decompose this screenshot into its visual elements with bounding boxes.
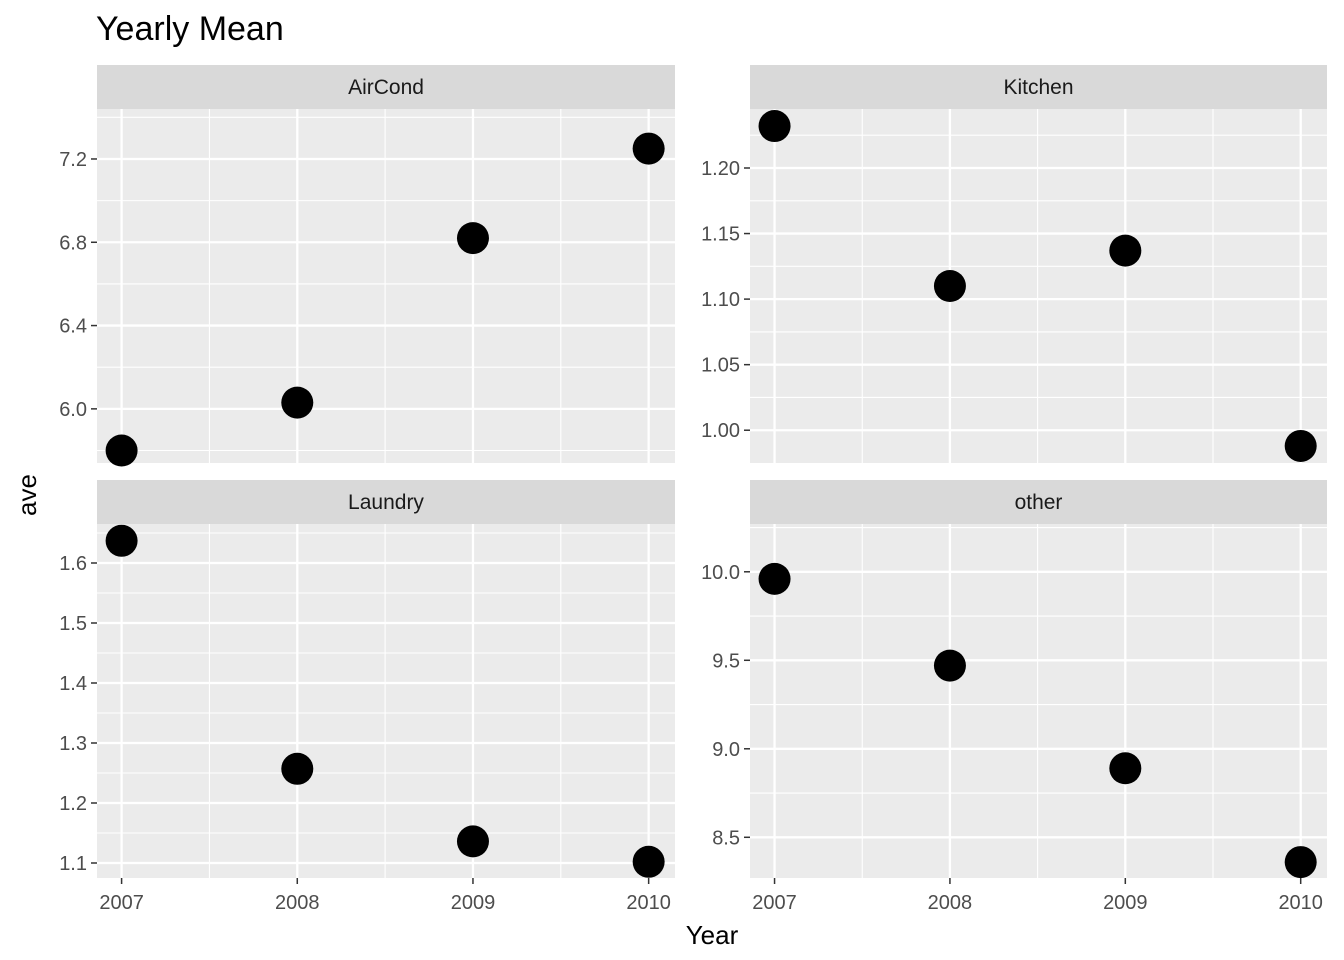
facet-kitchen: Kitchen 1.00 1.05 1.10 1.15 1.20 [701, 65, 1327, 463]
facet-label-aircond: AirCond [348, 76, 424, 99]
data-point-kitchen-2010 [1284, 429, 1317, 462]
panel-background-laundry [97, 524, 675, 878]
facet-label-laundry: Laundry [348, 491, 424, 514]
data-point-kitchen-2008 [933, 270, 966, 302]
y-tick-label: 6.8 [59, 232, 87, 254]
facet-aircond: AirCond 6.0 6.4 6.8 7.2 [59, 65, 675, 467]
facet-laundry: Laundry 1.1 1.2 1.3 1.4 1.5 1.6 2007 2008 2009 201… [59, 480, 675, 914]
x-tick-label: 2009 [1103, 892, 1148, 914]
y-tick-label: 6.4 [59, 316, 87, 338]
facet-strip-other [750, 480, 1327, 524]
facet-other: other 8.5 9.0 9.5 10.0 2007 2008 2009 2010 [701, 480, 1327, 914]
y-tick-label: 1.6 [59, 553, 87, 575]
data-point-aircond-2007 [105, 434, 138, 467]
x-tick-label: 2009 [451, 892, 496, 914]
facet-strip-laundry [97, 480, 675, 524]
data-point-kitchen-2009 [1109, 234, 1142, 267]
y-tick-label: 9.5 [712, 650, 740, 672]
y-tick-label: 8.5 [712, 827, 740, 849]
y-axis-title: ave [12, 474, 42, 516]
facet-label-kitchen: Kitchen [1003, 76, 1073, 99]
y-tick-label: 7.2 [59, 149, 87, 171]
facet-strip-kitchen [750, 65, 1327, 109]
data-point-laundry-2007 [105, 524, 138, 557]
panel-background-kitchen [750, 109, 1327, 463]
panel-background-aircond [97, 109, 675, 463]
y-tick-label: 1.2 [59, 793, 87, 815]
facet-label-other: other [1015, 491, 1063, 514]
x-tick-label: 2007 [99, 892, 144, 914]
y-tick-label: 10.0 [701, 562, 740, 584]
y-tick-label: 1.05 [701, 355, 740, 377]
y-tick-label: 1.15 [701, 224, 740, 246]
x-tick-label: 2010 [626, 892, 671, 914]
x-tick-label: 2007 [752, 892, 797, 914]
facet-strip-aircond [97, 65, 675, 109]
y-tick-label: 1.10 [701, 289, 740, 311]
data-point-other-2009 [1109, 752, 1142, 785]
data-point-aircond-2009 [456, 222, 489, 255]
chart-title: Yearly Mean [96, 10, 284, 48]
data-point-kitchen-2007 [758, 110, 791, 143]
x-tick-label: 2010 [1278, 892, 1323, 914]
y-tick-label: 1.20 [701, 158, 740, 180]
facet-panels: AirCond 6.0 6.4 6.8 7.2 Kitchen 1.00 1.05 1.10 1.… [59, 65, 1327, 914]
data-point-aircond-2010 [632, 132, 665, 165]
data-point-laundry-2008 [281, 752, 314, 785]
y-tick-label: 1.5 [59, 613, 87, 635]
x-tick-label: 2008 [928, 892, 973, 914]
y-tick-label: 1.4 [59, 673, 87, 695]
data-point-other-2010 [1284, 846, 1317, 879]
x-axis-title: Year [686, 920, 739, 950]
y-tick-label: 1.3 [59, 733, 87, 755]
data-point-other-2007 [758, 562, 791, 595]
data-point-other-2008 [933, 649, 966, 682]
data-point-aircond-2008 [281, 386, 314, 419]
y-tick-label: 1.00 [701, 420, 740, 442]
y-tick-label: 9.0 [712, 739, 740, 761]
x-tick-label: 2008 [275, 892, 320, 914]
data-point-laundry-2009 [456, 825, 489, 858]
panel-background-other [750, 524, 1327, 878]
y-tick-label: 6.0 [59, 399, 87, 421]
y-tick-label: 1.1 [59, 853, 87, 875]
data-point-laundry-2010 [632, 845, 665, 878]
